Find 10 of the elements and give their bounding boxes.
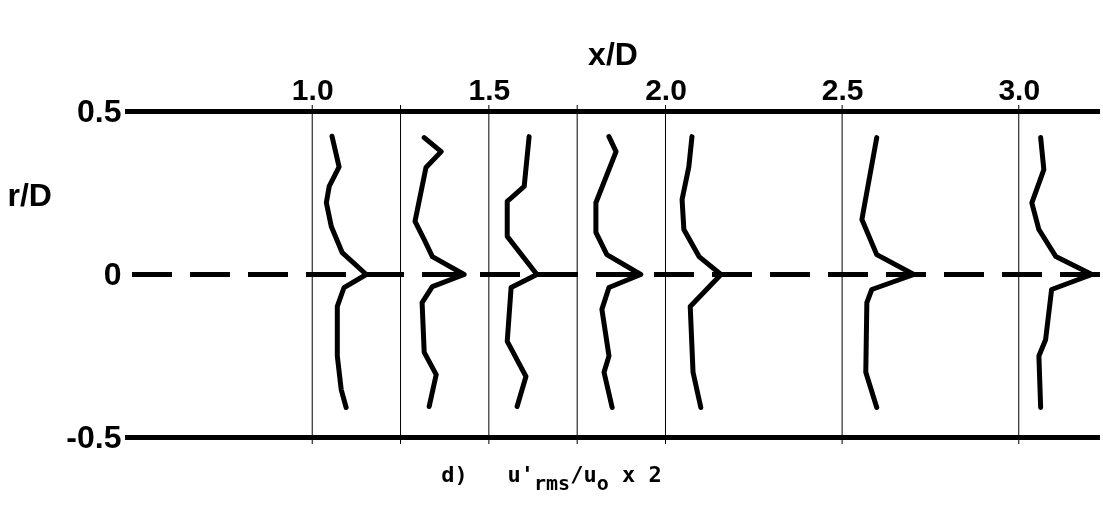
y-axis-title: r/D [7, 176, 52, 213]
y-tick-label: 0 [103, 256, 122, 292]
x-tick-label: 1.5 [468, 72, 511, 106]
x-tick-label: 3.0 [998, 72, 1041, 106]
x-tick-label: 1.0 [291, 72, 334, 106]
x-tick-label: 2.5 [821, 72, 864, 106]
y-tick-label: -0.5 [66, 418, 122, 455]
x-axis-title: x/D [588, 35, 638, 72]
y-tick-label: 0.5 [77, 93, 122, 130]
x-tick-label: 2.0 [645, 72, 687, 106]
